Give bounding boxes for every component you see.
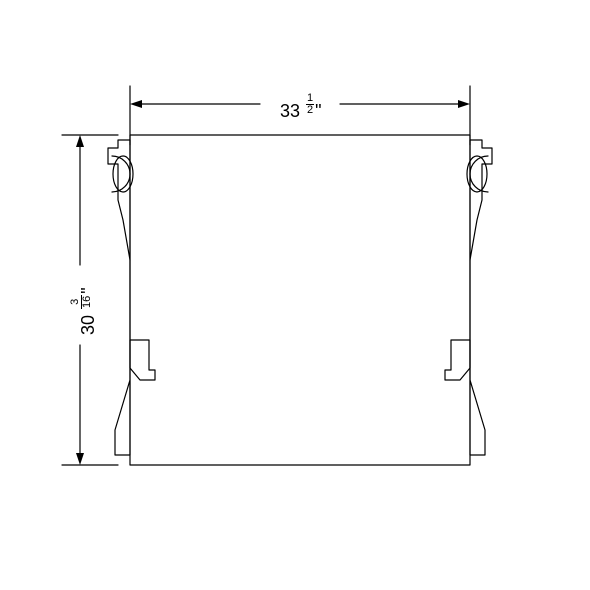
width-whole: 33 xyxy=(280,101,300,121)
height-unit: " xyxy=(78,287,98,293)
arrowhead xyxy=(130,100,142,108)
core-rect xyxy=(130,135,470,465)
right-bracket xyxy=(445,340,470,380)
diagram-canvas: 33 1 2 " 30 3 16 " xyxy=(0,0,590,590)
left-tank-lower xyxy=(115,260,130,455)
width-fraction: 1 2 xyxy=(306,93,314,116)
right-tank-lower xyxy=(470,260,485,455)
height-whole: 30 xyxy=(78,315,98,335)
arrowhead xyxy=(76,135,84,147)
arrowhead xyxy=(76,453,84,465)
width-dimension-label: 33 1 2 " xyxy=(280,93,322,122)
width-unit: " xyxy=(315,101,321,121)
left-bracket xyxy=(130,340,155,380)
height-fraction: 3 16 xyxy=(70,295,93,309)
arrowhead xyxy=(458,100,470,108)
height-dimension-label: 30 3 16 " xyxy=(70,287,99,335)
